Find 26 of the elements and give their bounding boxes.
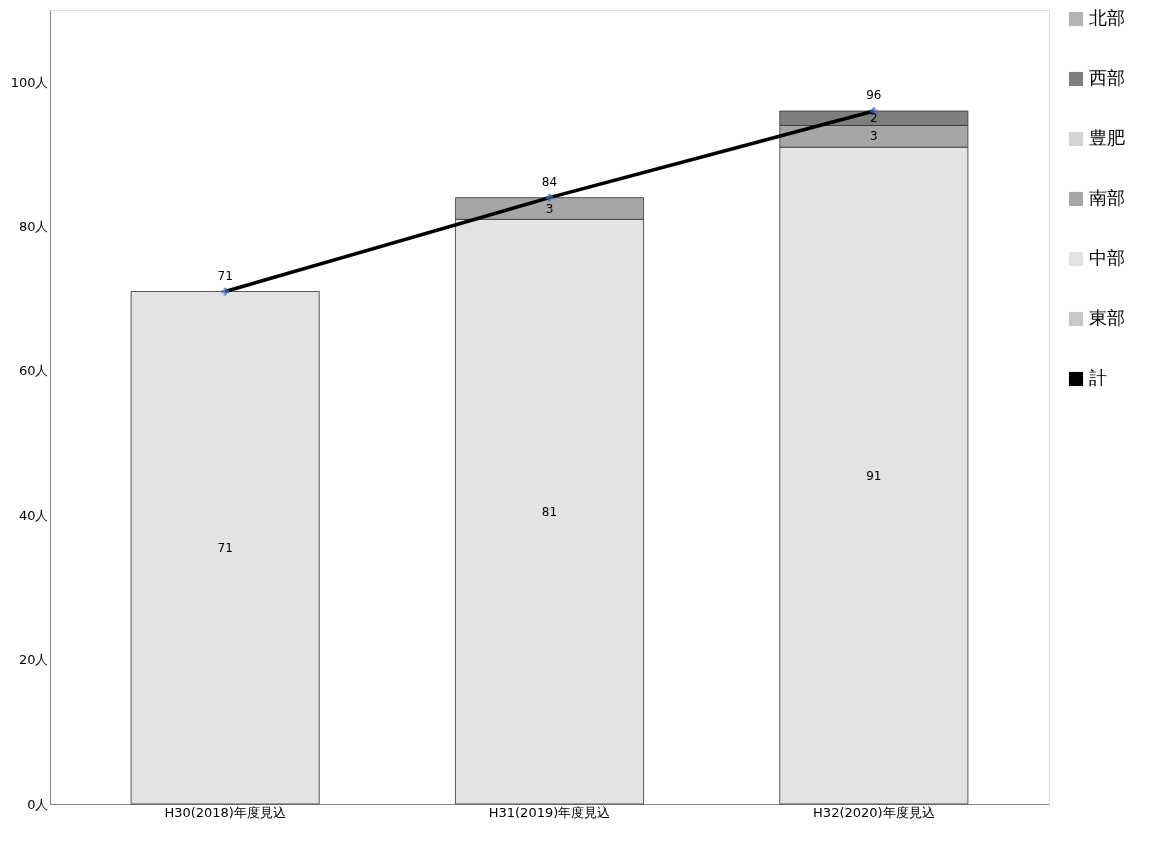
legend-label: 北部 [1089,7,1125,28]
data-label: 81 [541,504,558,519]
data-label: 71 [217,540,233,555]
x-tick-label: H32(2020)年度見込 [813,804,935,820]
y-tick-label: 100人 [10,74,49,90]
legend-label: 南部 [1089,187,1125,208]
bar [130,291,320,805]
data-label: 96 [866,88,882,103]
legend-label: 豊肥 [1089,127,1125,148]
legend-label: 東部 [1089,307,1125,328]
x-tick-label: H30(2018)年度見込 [164,804,286,820]
data-label: 84 [541,174,558,189]
y-tick-label: 0人 [27,796,49,812]
y-tick-label: 20人 [18,652,49,668]
x-tick-label: H31(2019)年度見込 [488,804,611,820]
legend-label: 中部 [1089,247,1125,268]
y-tick-label: 40人 [18,507,49,523]
legend-label: 西部 [1089,67,1125,88]
data-label: 3 [870,129,878,144]
y-tick-label: 80人 [18,219,49,235]
data-label: 91 [866,468,882,483]
legend-label: 計 [1089,367,1107,388]
y-tick-label: 60人 [18,363,49,379]
data-label: 2 [870,111,878,126]
data-label: 71 [217,268,233,283]
data-label: 3 [545,201,554,216]
